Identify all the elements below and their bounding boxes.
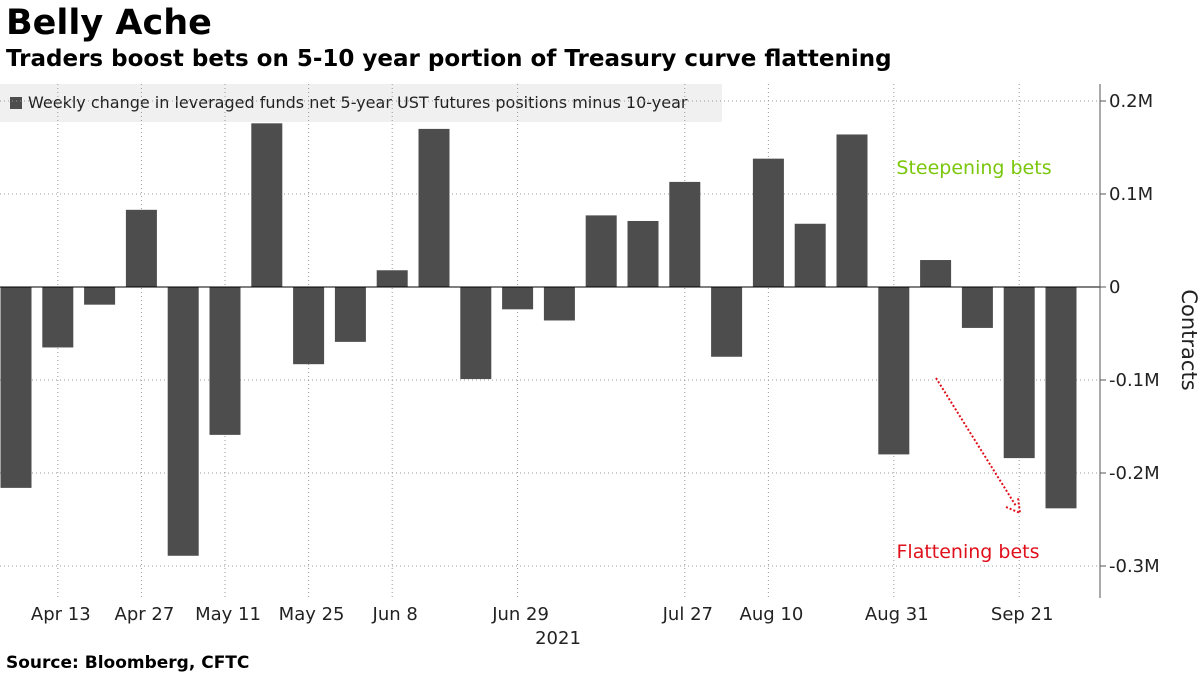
- y-tick-label: -0.2M: [1109, 463, 1160, 484]
- annotations: Steepening bets Flattening bets: [896, 157, 1051, 563]
- x-year-label: 2021: [535, 628, 581, 649]
- legend-swatch: [10, 97, 22, 109]
- x-tick-label: Aug 31: [865, 604, 929, 625]
- x-tick-label: Jun 8: [372, 604, 418, 625]
- bar: [209, 287, 241, 435]
- y-tick-label: 0: [1109, 277, 1120, 298]
- annotation-flattening: Flattening bets: [896, 541, 1039, 563]
- x-tick-label: Jul 27: [662, 604, 713, 625]
- x-tick-label: May 11: [195, 604, 261, 625]
- bar: [794, 223, 826, 287]
- bar: [752, 158, 784, 287]
- bar: [543, 287, 575, 321]
- y-tick-label: 0.2M: [1109, 91, 1153, 112]
- bar: [502, 287, 534, 310]
- y-tick-label: -0.1M: [1109, 370, 1160, 391]
- bar: [418, 128, 450, 287]
- x-tick-label: Apr 27: [115, 604, 175, 625]
- legend-label: Weekly change in leveraged funds net 5-y…: [28, 93, 688, 112]
- chart-title: Belly Ache: [6, 3, 212, 43]
- bar: [711, 287, 743, 357]
- annotation-steepening: Steepening bets: [896, 157, 1051, 179]
- legend: Weekly change in leveraged funds net 5-y…: [0, 84, 722, 122]
- bar: [585, 215, 617, 287]
- x-tick-label: Apr 13: [31, 604, 91, 625]
- bar: [167, 287, 199, 556]
- source-note: Source: Bloomberg, CFTC: [6, 653, 250, 673]
- bar: [1045, 287, 1077, 509]
- bar: [460, 287, 492, 380]
- bar-chart: 0.2M 0.1M 0 -0.1M -0.2M -0.3M Contracts Apr 13 A…: [0, 84, 1200, 649]
- flattening-arrow-line: [935, 377, 1017, 507]
- bar: [961, 287, 993, 328]
- x-tick-label: Jun 29: [491, 604, 549, 625]
- x-tick-label: May 25: [279, 604, 345, 625]
- bars: [0, 123, 1077, 556]
- bar: [627, 220, 659, 287]
- bar: [878, 287, 910, 455]
- x-tick-label: Aug 10: [740, 604, 804, 625]
- y-axis-title: Contracts: [1177, 289, 1200, 390]
- axes: 0.2M 0.1M 0 -0.1M -0.2M -0.3M Contracts Apr 13 A…: [0, 84, 1200, 649]
- bar: [334, 287, 366, 342]
- y-tick-label: -0.3M: [1109, 556, 1160, 577]
- bar: [669, 181, 701, 287]
- bar: [920, 260, 952, 287]
- bar: [293, 287, 325, 365]
- x-tick-label: Sep 21: [991, 604, 1054, 625]
- bar: [251, 123, 283, 287]
- chart-subtitle: Traders boost bets on 5-10 year portion …: [6, 46, 892, 72]
- y-tick-label: 0.1M: [1109, 184, 1153, 205]
- bar: [376, 270, 408, 287]
- bar: [42, 287, 74, 348]
- bar: [125, 209, 157, 287]
- flattening-arrow-head: [1005, 497, 1022, 515]
- bar: [836, 134, 868, 287]
- bar: [84, 287, 116, 305]
- bar: [0, 287, 32, 488]
- bar: [1003, 287, 1035, 459]
